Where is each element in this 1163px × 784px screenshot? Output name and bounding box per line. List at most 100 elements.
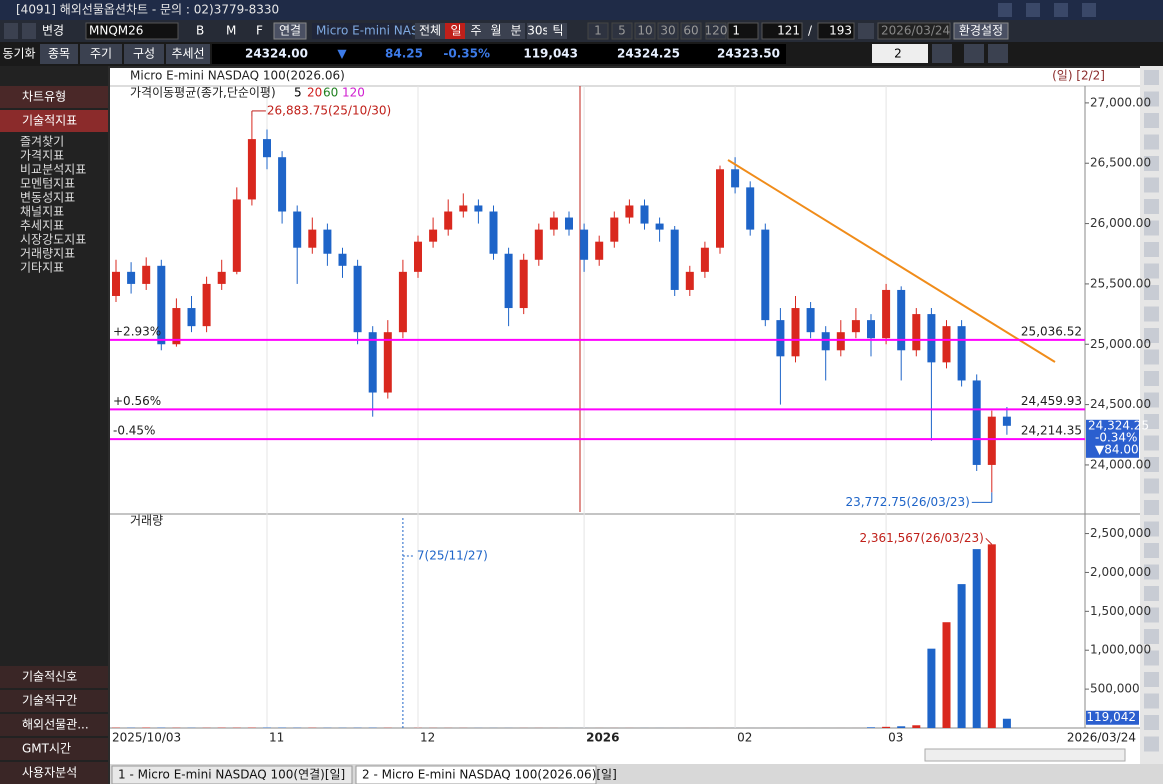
chart-tab[interactable] xyxy=(111,765,353,784)
chart-tab[interactable] xyxy=(355,765,597,784)
shown-box[interactable] xyxy=(761,22,803,40)
sidebar-item[interactable] xyxy=(0,690,108,712)
swap-button[interactable] xyxy=(988,44,1008,63)
save-button[interactable] xyxy=(964,44,984,63)
sidebar-item[interactable] xyxy=(0,110,108,132)
tree-item[interactable]: 추세지표 xyxy=(20,219,64,233)
tree-item[interactable]: 가격지표 xyxy=(20,149,64,163)
tool-icon[interactable] xyxy=(1144,328,1159,343)
tool-icon[interactable] xyxy=(1144,177,1159,193)
scrollbar[interactable] xyxy=(924,748,1126,762)
tool-icon[interactable] xyxy=(1144,736,1159,752)
period-button[interactable] xyxy=(485,23,505,39)
tool-icon[interactable] xyxy=(1144,134,1159,150)
tool-icon[interactable] xyxy=(1144,693,1159,709)
tree-item[interactable]: 거래량지표 xyxy=(20,247,75,261)
sidebar-label: 해외선물관... xyxy=(22,718,89,732)
tree-item[interactable]: 즐겨찾기 xyxy=(20,135,64,149)
tool-icon[interactable] xyxy=(1144,220,1159,236)
interval-button[interactable] xyxy=(587,22,609,40)
quote-tab[interactable] xyxy=(0,44,38,64)
toolbar-letter[interactable]: B xyxy=(196,24,204,38)
period-button[interactable] xyxy=(547,23,567,39)
tool-icon[interactable] xyxy=(1144,349,1159,365)
tree-item[interactable]: 채널지표 xyxy=(20,205,64,219)
sidebar-label: 기술적신호 xyxy=(22,670,77,684)
tool-icon[interactable] xyxy=(1144,371,1159,386)
sidebar-item[interactable] xyxy=(0,86,108,108)
sidebar-item[interactable] xyxy=(0,666,108,688)
date-box[interactable] xyxy=(877,22,951,40)
tool-icon[interactable] xyxy=(1144,70,1159,85)
tool-icon[interactable] xyxy=(1144,392,1159,408)
button[interactable] xyxy=(22,23,36,39)
interval-button[interactable] xyxy=(680,22,702,40)
quote-tab[interactable] xyxy=(80,44,122,64)
tool-icon[interactable] xyxy=(1144,91,1159,107)
count-box[interactable] xyxy=(727,22,759,40)
tool-icon[interactable] xyxy=(1144,500,1159,515)
tool-icon[interactable] xyxy=(1144,650,1159,666)
sidebar-item[interactable] xyxy=(0,762,108,784)
quote-tab[interactable] xyxy=(40,44,78,64)
tree-item[interactable]: 변동성지표 xyxy=(20,191,75,205)
tool-icon[interactable] xyxy=(1144,242,1159,257)
tool-icon[interactable] xyxy=(1144,156,1159,171)
tool-icon[interactable] xyxy=(1144,586,1159,601)
tree-item[interactable]: 기타지표 xyxy=(20,261,64,275)
tool-icon[interactable] xyxy=(1144,715,1159,730)
tree-item[interactable]: 시장강도지표 xyxy=(20,233,86,247)
quote-tab[interactable] xyxy=(124,44,164,64)
window-button[interactable] xyxy=(1054,3,1068,17)
search-button[interactable] xyxy=(858,23,874,39)
tool-icon[interactable] xyxy=(1144,457,1159,472)
period-button[interactable] xyxy=(465,23,485,39)
period-button[interactable] xyxy=(445,23,465,39)
sidebar-item[interactable] xyxy=(0,714,108,736)
tool-icon[interactable] xyxy=(1144,113,1159,128)
tool-icon[interactable] xyxy=(1144,607,1159,623)
button[interactable] xyxy=(4,23,18,39)
change-pct: -0.35% xyxy=(443,47,490,61)
tool-icon[interactable] xyxy=(1144,414,1159,429)
sidebar-item[interactable] xyxy=(0,738,108,760)
quote-tab[interactable] xyxy=(166,44,210,64)
tool-icon[interactable] xyxy=(1144,543,1159,558)
window-button[interactable] xyxy=(1026,3,1040,17)
tool-icon[interactable] xyxy=(1144,564,1159,580)
tool-icon[interactable] xyxy=(1144,285,1159,300)
x-tick-label: 2025/10/03 xyxy=(112,731,181,745)
code-box[interactable] xyxy=(85,22,179,40)
button[interactable] xyxy=(273,22,307,40)
period-button[interactable] xyxy=(505,23,525,39)
interval-button[interactable] xyxy=(705,22,727,40)
settings-button[interactable] xyxy=(953,22,1009,40)
toolbar-letter[interactable]: M xyxy=(226,24,236,38)
tool-icon[interactable] xyxy=(1144,199,1159,214)
tree-item[interactable]: 모멘텀지표 xyxy=(20,177,75,191)
interval-button[interactable] xyxy=(634,22,656,40)
window-button[interactable] xyxy=(1082,3,1096,17)
toolbar-letter[interactable]: F xyxy=(256,24,263,38)
period-button[interactable] xyxy=(415,23,445,39)
x-tick-label: 02 xyxy=(737,731,752,745)
total-box[interactable] xyxy=(817,22,855,40)
tool-icon[interactable] xyxy=(1144,629,1159,644)
tool-icon[interactable] xyxy=(1144,521,1159,537)
candle-body xyxy=(172,308,181,345)
period-button[interactable] xyxy=(527,23,547,39)
add-button[interactable] xyxy=(932,44,952,63)
interval-button[interactable] xyxy=(611,22,633,40)
interval-button[interactable] xyxy=(657,22,679,40)
tool-icon[interactable] xyxy=(1144,306,1159,322)
count: 1 xyxy=(732,24,740,38)
tool-icon[interactable] xyxy=(1144,478,1159,494)
layout-select[interactable] xyxy=(872,44,928,63)
window-button[interactable] xyxy=(998,3,1012,17)
tree-item[interactable]: 비교분석지표 xyxy=(20,163,86,177)
tool-icon[interactable] xyxy=(1144,672,1159,687)
tool-icon[interactable] xyxy=(1144,435,1159,451)
mode-select[interactable]: 변경 xyxy=(42,24,64,38)
tool-icon[interactable] xyxy=(1144,263,1159,279)
